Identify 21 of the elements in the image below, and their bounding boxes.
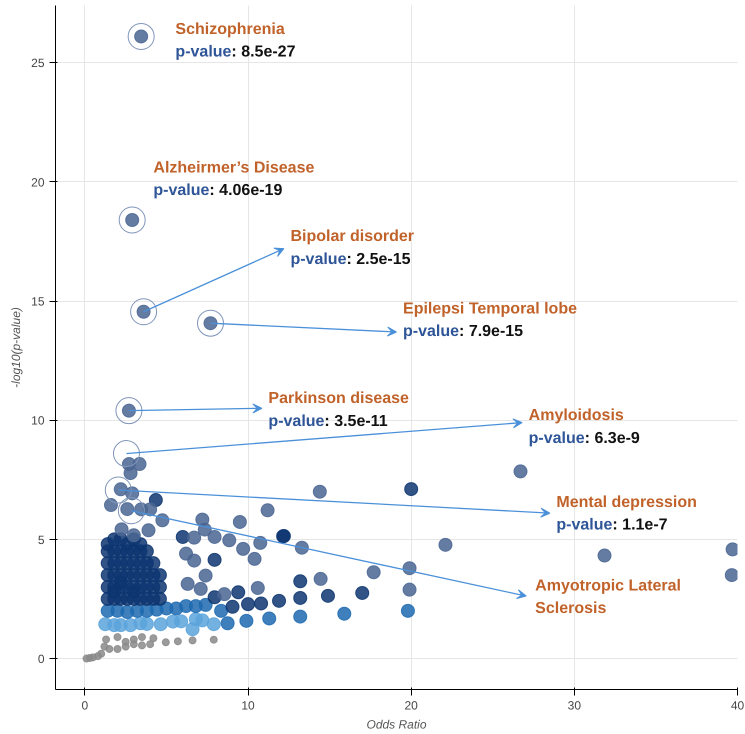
annotation: Mental depression p-value: 1.1e-7: [556, 494, 697, 534]
annotation: Alzheirmer’s Disease p-value: 4.06e-19: [153, 160, 314, 200]
y-tick-label: 0: [38, 652, 45, 666]
annotation: Epilepsi Temporal lobe p-value: 7.9e-15: [403, 300, 578, 340]
x-tick-label: 0: [82, 698, 89, 712]
y-tick-label: 10: [31, 414, 45, 428]
x-tick-label: 40: [730, 698, 744, 712]
x-tick-label: 20: [404, 698, 418, 712]
annotation: Amyotropic Lateral Sclerosis: [535, 578, 681, 618]
x-tick-label: 10: [241, 698, 256, 712]
annotation: Amyloidosis p-value: 6.3e-9: [528, 407, 640, 447]
annotation: Schizophrenia p-value: 8.5e-27: [175, 20, 296, 60]
annotation: Bipolar disorder p-value: 2.5e-15: [290, 228, 414, 268]
annotation: Parkinson disease p-value: 3.5e-11: [268, 390, 410, 430]
y-tick-label: 20: [31, 175, 45, 190]
y-tick-label: 25: [31, 56, 45, 70]
x-tick-label: 30: [568, 698, 582, 712]
y-tick-label: 5: [38, 532, 45, 547]
y-tick-label: 15: [31, 294, 45, 309]
x-axis-title: Odds Ratio: [366, 718, 427, 732]
y-axis-title: -log10(p-value): [9, 307, 24, 388]
